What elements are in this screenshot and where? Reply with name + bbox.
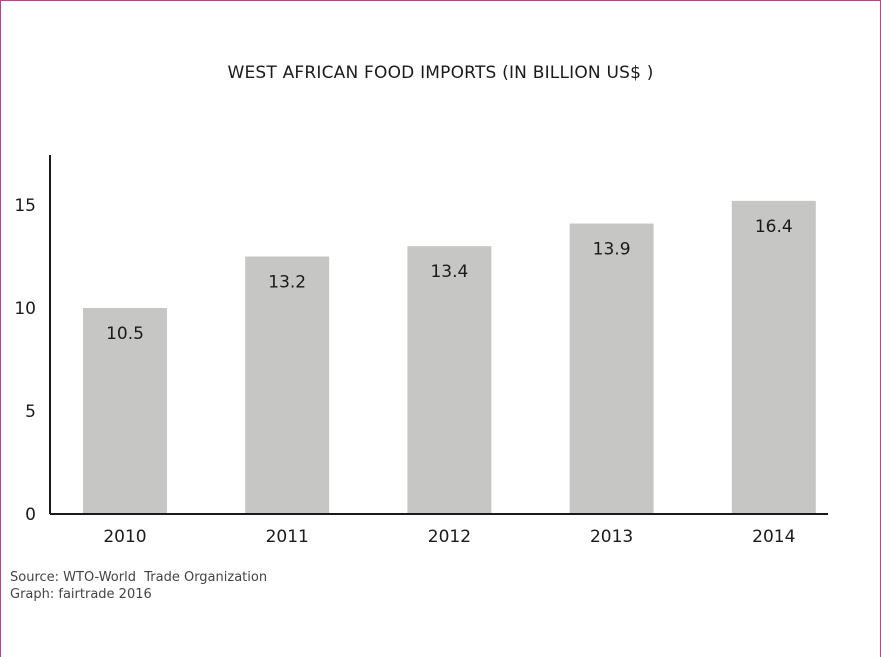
bar-2013 (569, 223, 654, 515)
x-tick-label-2012: 2012 (428, 527, 471, 547)
x-tick-label-2014: 2014 (752, 527, 795, 547)
y-tick-label-10: 10 (14, 299, 36, 319)
bar-2010 (83, 308, 167, 514)
y-tick-label-5: 5 (25, 402, 36, 422)
y-tick-label-0: 0 (25, 505, 36, 525)
x-tick-label-2010: 2010 (103, 527, 146, 547)
x-tick-label-2011: 2011 (266, 527, 309, 547)
data-label-2012: 13.4 (430, 262, 468, 282)
chart-title: WEST AFRICAN FOOD IMPORTS (IN BILLION US… (227, 63, 654, 83)
bar-2012 (407, 246, 492, 514)
source-note: Source: WTO-World Trade Organization Gra… (10, 569, 267, 603)
graph-credit-line: Graph: fairtrade 2016 (10, 587, 152, 602)
bar-2011 (245, 256, 330, 514)
x-tick-label-2013: 2013 (590, 527, 633, 547)
data-label-2010: 10.5 (106, 324, 144, 344)
y-tick-label-15: 15 (14, 196, 36, 216)
data-label-2013: 13.9 (593, 240, 631, 260)
data-label-2011: 13.2 (268, 273, 306, 293)
bar-2014 (731, 200, 816, 514)
data-label-2014: 16.4 (755, 217, 793, 237)
source-line: Source: WTO-World Trade Organization (10, 570, 268, 585)
